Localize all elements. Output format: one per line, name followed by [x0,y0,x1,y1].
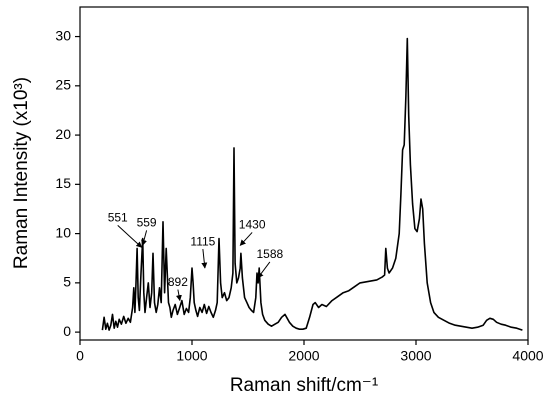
y-tick-label: 10 [55,224,71,240]
x-tick-label: 3000 [400,348,431,364]
x-tick-label: 1000 [176,348,207,364]
annotation-arrow [257,261,271,279]
annotation-label: 559 [137,216,157,230]
annotation-label: 1115 [190,234,215,248]
y-tick-label: 25 [55,77,71,93]
annotation-arrow [201,249,208,269]
y-tick-label: 30 [55,27,71,43]
y-axis-title: Raman Intensity (x10³) [11,77,32,269]
annotation-arrow [175,289,182,302]
y-tick-label: 5 [63,274,71,290]
y-tick-label: 20 [55,126,71,142]
annotation-label: 1588 [257,247,284,261]
annotation-label: 892 [168,275,188,289]
x-tick-label: 4000 [512,348,543,364]
annotation-arrow [117,225,143,248]
x-tick-label: 0 [76,348,84,364]
x-axis-title: Raman shift/cm⁻¹ [230,375,378,396]
annotation-arrow [141,230,148,246]
y-tick-label: 15 [55,175,71,191]
x-tick-label: 2000 [288,348,319,364]
annotation-label: 1430 [239,218,266,232]
annotation-label: 551 [108,211,128,225]
y-tick-label: 0 [63,323,71,339]
spectrum-line [101,37,523,331]
annotation-arrow [239,232,253,246]
